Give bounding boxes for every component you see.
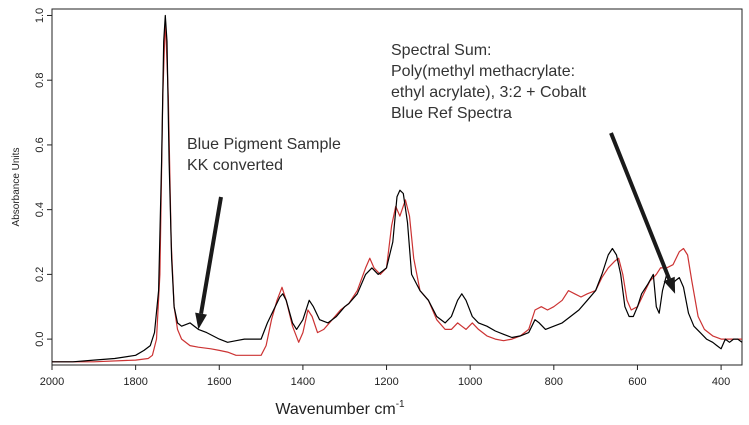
annotation-line: Blue Ref Spectra (391, 105, 512, 122)
y-tick-label: 0.4 (34, 202, 46, 217)
annotation-line: Poly(methyl methacrylate: (391, 63, 575, 80)
y-tick-label: 0.2 (34, 267, 46, 282)
x-axis: 2000 1800 1600 1400 1200 1000 800 600 400 (40, 365, 730, 388)
x-tick-label: 2000 (40, 376, 64, 388)
x-tick-label: 800 (545, 376, 563, 388)
annotation-arrow-head (195, 312, 207, 330)
y-axis: 0.0 0.2 0.4 0.6 0.8 1.0 (34, 8, 52, 347)
series-group (52, 14, 743, 363)
x-tick-label: 1000 (458, 376, 482, 388)
y-tick-label: 1.0 (34, 8, 46, 23)
x-tick-label: 400 (712, 376, 730, 388)
y-tick-label: 0.0 (34, 331, 46, 346)
y-tick-label: 0.6 (34, 137, 46, 152)
annotations-group: Blue Pigment Sample KK converted Spectral … (187, 42, 676, 330)
x-tick-label: 1800 (123, 376, 147, 388)
x-axis-title-text: Wavenumber cm (275, 401, 395, 418)
y-axis-title: Absorbance Units (11, 148, 22, 227)
x-tick-label: 1600 (207, 376, 231, 388)
annotation-line: Blue Pigment Sample (187, 136, 341, 153)
annotation-arrow-shaft (199, 196, 223, 314)
x-tick-label: 1200 (374, 376, 398, 388)
y-tick-label: 0.8 (34, 73, 46, 88)
annotation-arrow-head (663, 276, 676, 294)
series-line-black (52, 14, 743, 363)
plot-frame (51, 8, 743, 366)
annotation-line: Spectral Sum: (391, 42, 491, 59)
annotation-line: ethyl acrylate), 3:2 + Cobalt (391, 84, 587, 101)
x-axis-title: Wavenumber cm-1 (275, 399, 405, 418)
x-tick-label: 1400 (291, 376, 315, 388)
annotation-text-2: Spectral Sum: Poly(methyl methacrylate: et… (391, 42, 587, 122)
x-axis-title-superscript: -1 (396, 399, 405, 410)
annotation-text-1: Blue Pigment Sample KK converted (187, 136, 341, 174)
annotation-arrow-shaft (609, 132, 672, 280)
annotation-line: KK converted (187, 157, 283, 174)
x-tick-label: 600 (628, 376, 646, 388)
